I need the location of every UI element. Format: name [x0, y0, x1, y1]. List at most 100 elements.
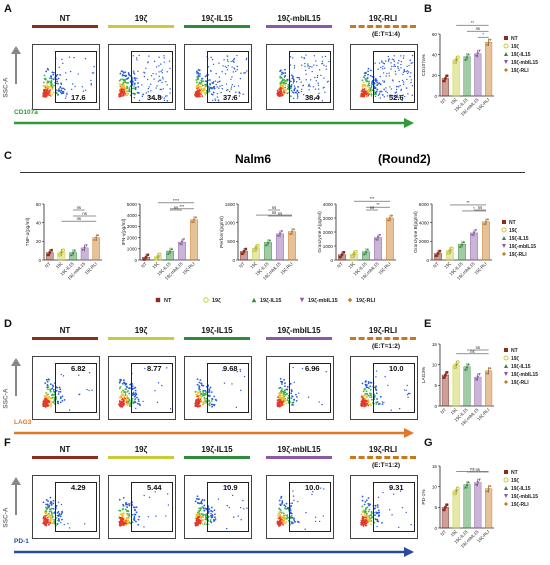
flow-plot-d-3: 6.96 — [266, 356, 334, 420]
point-b-0-0 — [442, 79, 446, 83]
legend-marker-b-0 — [504, 36, 508, 40]
y-tick-label-e-0: 0 — [434, 404, 437, 409]
point-c5-0-1 — [436, 252, 440, 255]
flow-percent-a-4: 52.6 — [389, 93, 404, 102]
sig-label-c3-0: ns — [272, 205, 276, 210]
flow-percent-f-4: 9.31 — [389, 483, 404, 492]
point-c5-3-1 — [472, 231, 476, 235]
flow-gate-f-4 — [373, 482, 415, 532]
flow-title-d-0: NT — [59, 326, 71, 335]
legend-marker-e-3 — [504, 372, 508, 376]
point-e-4-2 — [488, 366, 492, 370]
bar-b-2 — [463, 56, 471, 97]
point-c3-1-0 — [252, 248, 256, 253]
flow-gate-d-1 — [131, 363, 173, 413]
flow-gate-a-2 — [207, 51, 249, 103]
bar-g-1 — [452, 490, 460, 529]
legend-label-g-4: 19ζ-RLI — [511, 502, 529, 508]
panel-c-title: Nalm6 — [235, 152, 272, 166]
bar-c3-4 — [288, 231, 296, 261]
legend-marker-g-1 — [503, 477, 509, 483]
flow-row-lag3: NT 6.82 19ζ 8.77 19ζ-IL15 9.68 19ζ-mbIL15 6.96 1… — [0, 318, 430, 440]
point-b-2-1 — [465, 55, 469, 59]
flow-plot-a-1: 34.8 — [108, 44, 176, 110]
c-legend-label-2: 19ζ-IL15 — [260, 298, 282, 304]
y-tick-label-g-3: 15 — [432, 464, 438, 469]
point-c4-1-1 — [352, 252, 356, 256]
bar-c2-4 — [190, 219, 198, 261]
x-tick-label-c1-0: NT — [44, 261, 52, 269]
panel-label-d: D — [4, 318, 12, 330]
legend-label-e-1: 19ζ — [511, 356, 520, 362]
sig-label-c5-1: * — [473, 206, 475, 211]
flow-percent-f-3: 10.0 — [305, 483, 320, 492]
legend-marker-b-3 — [504, 60, 508, 64]
point-c2-3-0 — [178, 243, 182, 246]
point-c3-1-2 — [256, 243, 260, 248]
bar-e-0 — [441, 374, 449, 407]
flow-percent-d-1: 8.77 — [147, 364, 162, 373]
x-tick-label-c1-4: 19ζ-RLI — [84, 261, 98, 275]
point-c4-1-2 — [354, 249, 358, 254]
point-b-3-1 — [476, 52, 480, 55]
c-legend-label-0: NT — [164, 298, 172, 304]
point-b-1-1 — [454, 58, 459, 62]
y-tick-label-g-1: 5 — [434, 505, 437, 510]
panel-label-a: A — [4, 3, 12, 15]
flow-percent-d-2: 9.68 — [223, 364, 238, 373]
point-c2-4-2 — [194, 216, 198, 219]
flow-colorbar-a-1 — [108, 25, 174, 28]
flow-plot-a-3: 38.4 — [266, 44, 334, 110]
flow-percent-d-0: 6.82 — [71, 364, 86, 373]
x-tick-label-c5-4: 19ζ-RLI — [473, 261, 487, 275]
x-tick-label-c2-1: 19ζ — [151, 261, 159, 269]
sig-label-c4-2: *** — [370, 196, 375, 201]
point-c4-1-0 — [350, 254, 354, 259]
flow-colorbar-f-0 — [32, 456, 98, 459]
point-c3-2-1 — [266, 241, 270, 244]
point-c4-0-0 — [338, 255, 342, 259]
legend-marker-c5-3 — [502, 244, 506, 248]
point-c1-1-0 — [57, 253, 62, 257]
point-c1-2-1 — [71, 251, 75, 254]
y-tick-label-c4-1: 1000 — [323, 244, 334, 249]
y-tick-label-c1-1: 20 — [36, 239, 42, 244]
flow-colorbar-d-0 — [32, 337, 98, 340]
sig-label-e-0: ns — [476, 345, 480, 350]
legend-label-c5-0: NT — [509, 220, 516, 226]
sig-label-c2-0: ns — [174, 205, 178, 210]
flow-percent-f-1: 5.44 — [147, 483, 162, 492]
point-c5-2-1 — [460, 242, 464, 246]
point-c3-0-2 — [244, 247, 248, 251]
point-c4-0-2 — [342, 251, 346, 254]
point-c4-2-2 — [366, 247, 370, 251]
legend-label-e-3: 19ζ-mbIL15 — [511, 372, 538, 378]
point-c5-0-2 — [438, 249, 442, 253]
y-tick-label-c5-1: 2000 — [419, 239, 430, 244]
legend-marker-g-3 — [504, 494, 508, 498]
legend-label-g-3: 19ζ-mbIL15 — [511, 494, 538, 500]
point-c5-0-0 — [434, 254, 438, 258]
flow-title-a-2: 19ζ-IL15 — [201, 14, 233, 23]
flow-title-a-1: 19ζ — [134, 14, 148, 23]
bar-g-3 — [474, 482, 482, 529]
x-tick-label-c2-4: 19ζ-RLI — [181, 261, 195, 275]
point-b-2-2 — [467, 52, 470, 56]
bar-e-2 — [463, 366, 471, 407]
point-c3-2-0 — [264, 243, 268, 247]
point-b-0-1 — [444, 77, 447, 80]
flow-title-f-0: NT — [59, 445, 71, 454]
flow-gate-a-0 — [55, 51, 97, 103]
x-tick-label-c2-0: NT — [140, 261, 148, 269]
point-e-2-0 — [464, 368, 467, 371]
point-c4-4-2 — [390, 214, 394, 217]
point-c1-0-2 — [50, 248, 53, 252]
point-g-3-2 — [478, 478, 481, 482]
flow-plot-d-4: 10.0 — [350, 356, 418, 420]
legend-label-b-3: 19ζ-mbIL15 — [511, 60, 538, 66]
point-g-0-2 — [445, 503, 449, 507]
point-e-1-0 — [452, 365, 457, 370]
point-c2-2-1 — [168, 249, 172, 253]
